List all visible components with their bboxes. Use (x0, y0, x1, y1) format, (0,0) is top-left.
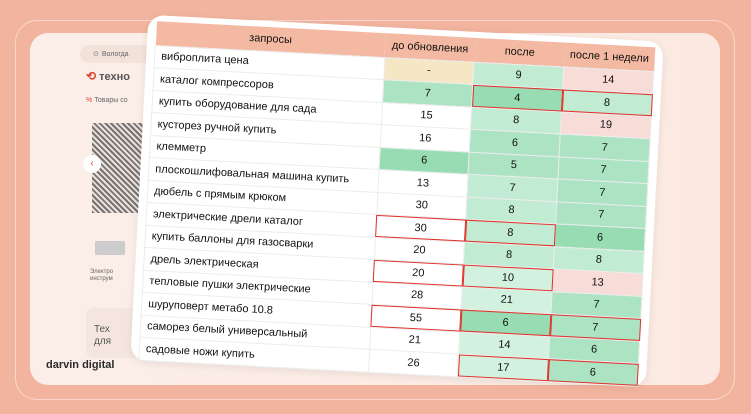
percent-icon: % (86, 97, 93, 104)
goods-link-text: Товары со (94, 97, 128, 104)
goods-link[interactable]: % Товары со (86, 97, 128, 104)
results-table-card: запросы до обновления после после 1 недели … (130, 14, 664, 388)
category-label[interactable]: Электро инструм (90, 269, 114, 282)
logo-text: техно (99, 71, 130, 83)
outer-frame (15, 20, 735, 400)
drill-image (95, 241, 125, 255)
position-cell: 26 (368, 349, 460, 377)
location-text: Вологда (101, 51, 129, 58)
position-cell: 17 (457, 353, 549, 382)
results-table: запросы до обновления после после 1 недели … (138, 21, 655, 386)
chevron-left-icon[interactable]: ‹ (83, 155, 101, 173)
site-logo: ⟲ техно (86, 69, 130, 83)
brand-logo: darvin digital (46, 359, 115, 371)
location-pin-icon: ⊙ (93, 51, 99, 58)
promo-text: Тех для (94, 324, 112, 347)
logo-mark-icon: ⟲ (86, 69, 97, 83)
position-cell: 6 (547, 358, 639, 386)
